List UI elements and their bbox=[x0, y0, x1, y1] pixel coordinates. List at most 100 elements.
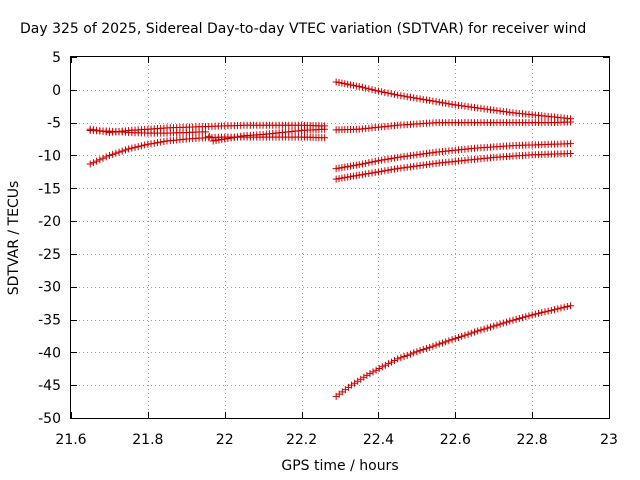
data-point bbox=[474, 327, 482, 335]
x-tick-label: 22.6 bbox=[440, 432, 471, 448]
data-point bbox=[147, 140, 155, 148]
plot-frame bbox=[70, 56, 610, 419]
data-point bbox=[374, 157, 382, 165]
data-point bbox=[509, 316, 517, 324]
data-point bbox=[438, 99, 446, 107]
data-point bbox=[371, 157, 379, 165]
data-point bbox=[115, 148, 123, 156]
data-point bbox=[426, 343, 434, 351]
data-point bbox=[381, 167, 389, 175]
data-points bbox=[86, 78, 575, 400]
data-point bbox=[400, 92, 408, 100]
data-point bbox=[503, 318, 511, 326]
x-tick-label: 22 bbox=[216, 432, 234, 448]
data-point bbox=[150, 139, 158, 147]
data-point bbox=[519, 314, 527, 322]
data-point bbox=[528, 311, 536, 319]
data-point bbox=[321, 134, 329, 142]
data-point bbox=[410, 94, 418, 102]
data-point bbox=[563, 303, 571, 311]
data-point bbox=[381, 88, 389, 96]
data-point bbox=[230, 133, 238, 141]
series-sat-f bbox=[332, 140, 575, 173]
data-point bbox=[368, 86, 376, 94]
x-axis-label: GPS time / hours bbox=[281, 458, 398, 474]
data-point bbox=[344, 80, 352, 88]
data-point bbox=[413, 94, 421, 102]
data-point bbox=[461, 331, 469, 339]
data-point bbox=[137, 142, 145, 150]
data-point bbox=[366, 370, 374, 378]
data-point bbox=[355, 171, 363, 179]
data-point bbox=[86, 160, 94, 168]
data-point bbox=[406, 93, 414, 101]
data-point bbox=[365, 85, 373, 93]
x-tick-label: 23 bbox=[600, 432, 618, 448]
data-point bbox=[416, 347, 424, 355]
data-point bbox=[369, 368, 377, 376]
data-point bbox=[381, 156, 389, 164]
data-point bbox=[422, 96, 430, 104]
data-point bbox=[547, 306, 555, 314]
data-point bbox=[387, 358, 395, 366]
data-point bbox=[390, 90, 398, 98]
series-sat-h bbox=[332, 302, 575, 400]
data-point bbox=[512, 315, 520, 323]
series-sat-d bbox=[332, 78, 575, 123]
data-point bbox=[522, 313, 530, 321]
data-point bbox=[448, 100, 456, 108]
data-point bbox=[374, 168, 382, 176]
y-tick-labels: 5 0 -5 -10 -15 -20 -25 -30 -35 -40 -45 -50 bbox=[38, 50, 61, 427]
data-point bbox=[567, 149, 575, 157]
data-point bbox=[355, 83, 363, 91]
data-point bbox=[471, 328, 478, 336]
data-point bbox=[387, 166, 395, 174]
data-point bbox=[338, 79, 346, 87]
data-point bbox=[105, 151, 113, 159]
data-point bbox=[362, 170, 370, 178]
data-point bbox=[372, 366, 380, 374]
data-point bbox=[464, 330, 472, 338]
data-point bbox=[499, 319, 507, 327]
data-point bbox=[554, 305, 562, 313]
y-tick-label: -30 bbox=[38, 280, 61, 296]
data-point bbox=[384, 155, 392, 163]
axis-ticks bbox=[71, 57, 610, 419]
data-point bbox=[157, 138, 165, 146]
y-tick-label: -10 bbox=[38, 148, 61, 164]
y-tick-label: -50 bbox=[38, 411, 61, 427]
data-point bbox=[557, 304, 565, 312]
data-point bbox=[227, 134, 235, 142]
data-point bbox=[384, 360, 392, 368]
data-point bbox=[365, 170, 373, 178]
data-point bbox=[358, 83, 366, 91]
data-point bbox=[368, 169, 376, 177]
data-point bbox=[234, 133, 242, 141]
data-point bbox=[205, 132, 213, 140]
data-point bbox=[442, 99, 450, 107]
data-point bbox=[390, 154, 398, 162]
data-point bbox=[416, 95, 424, 103]
data-point bbox=[438, 339, 446, 347]
y-tick-label: -25 bbox=[38, 247, 61, 263]
data-point bbox=[403, 351, 411, 359]
data-point bbox=[144, 140, 152, 148]
data-point bbox=[403, 93, 411, 101]
data-point bbox=[387, 90, 395, 98]
data-point bbox=[384, 166, 392, 174]
data-point bbox=[432, 341, 440, 349]
data-point bbox=[419, 95, 427, 103]
x-tick-label: 22.4 bbox=[363, 432, 394, 448]
data-point bbox=[347, 81, 355, 89]
data-point bbox=[397, 354, 405, 362]
data-point bbox=[352, 82, 360, 90]
data-point bbox=[525, 312, 533, 320]
data-point bbox=[448, 336, 456, 344]
data-point bbox=[397, 92, 405, 100]
data-point bbox=[102, 153, 110, 161]
data-point bbox=[341, 80, 349, 88]
data-point bbox=[224, 134, 232, 142]
data-point bbox=[422, 344, 430, 352]
data-point bbox=[384, 89, 392, 97]
data-point bbox=[390, 165, 398, 173]
